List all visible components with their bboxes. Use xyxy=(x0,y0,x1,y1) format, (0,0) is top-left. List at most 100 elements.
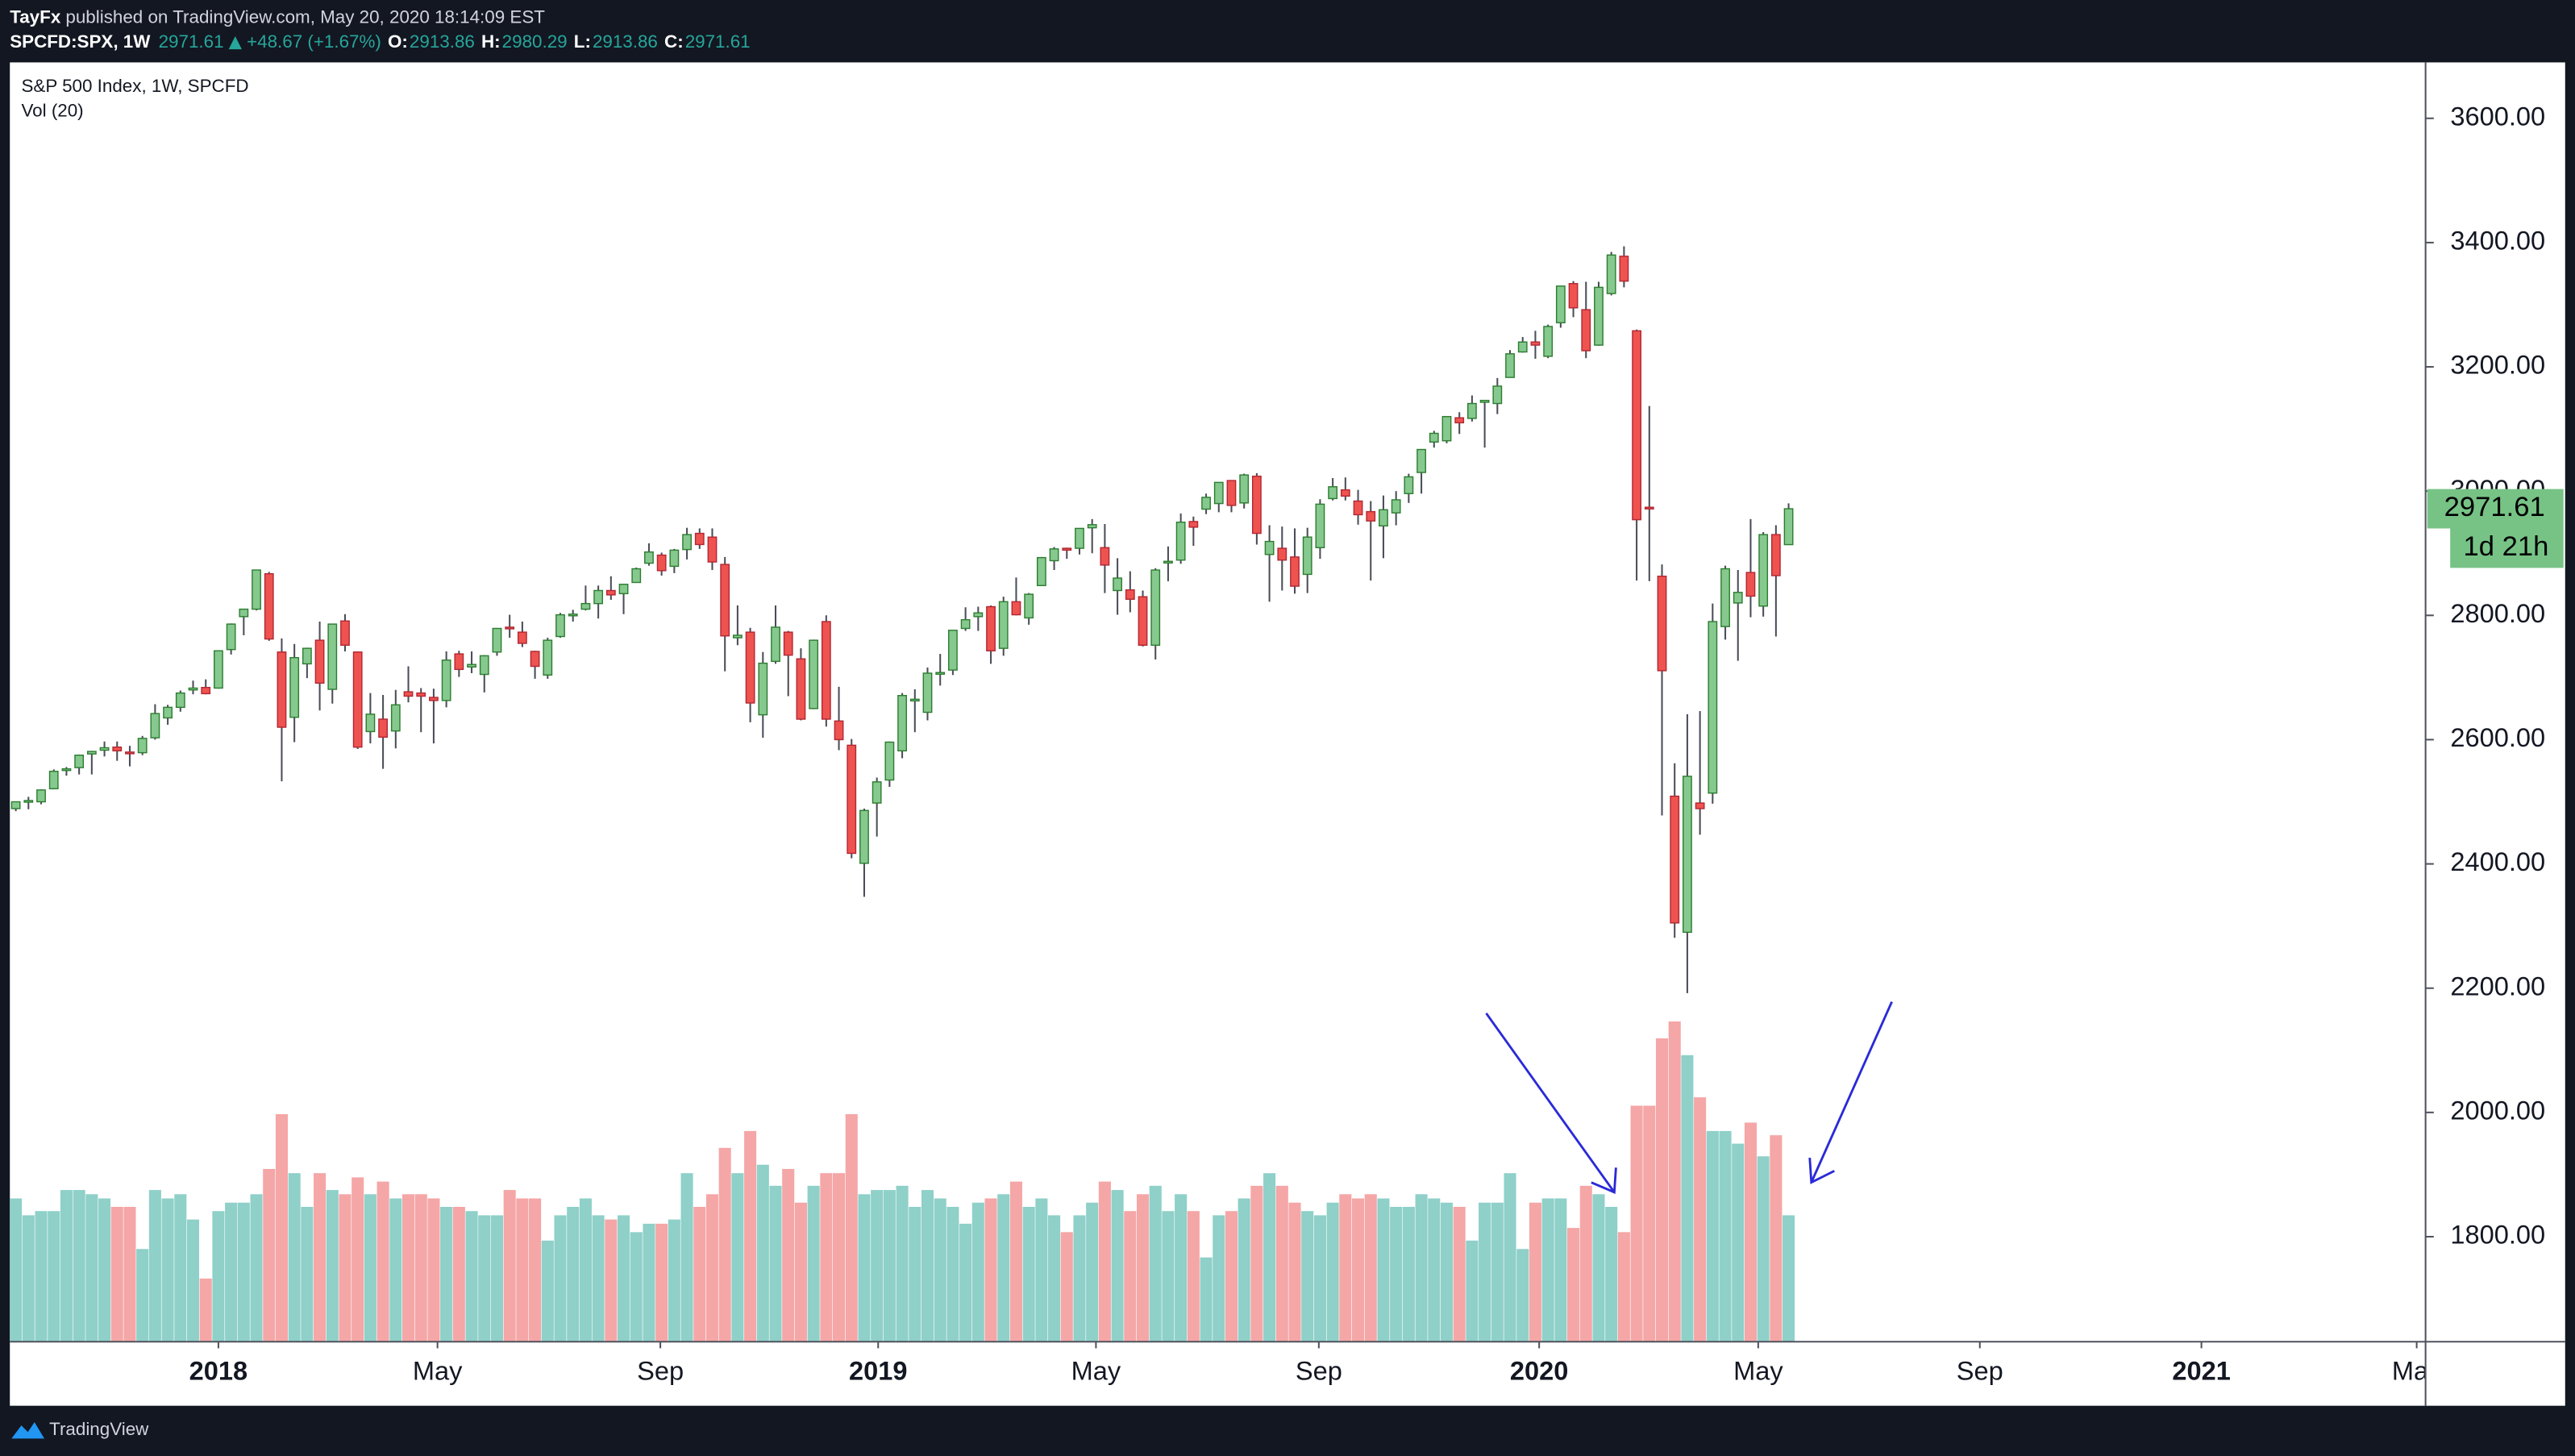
candle-body xyxy=(163,706,173,719)
candle-body xyxy=(834,720,844,741)
annotation-arrow xyxy=(1808,1000,1893,1184)
candle-body xyxy=(1758,534,1769,607)
volume-bar xyxy=(1035,1198,1048,1342)
candle-body xyxy=(758,662,768,716)
volume-bar xyxy=(288,1173,301,1342)
candle-body xyxy=(1479,399,1490,403)
candle-body xyxy=(441,659,451,701)
candle-body xyxy=(897,695,907,752)
y-tick-label: 1800.00 xyxy=(2450,1220,2545,1250)
volume-bar xyxy=(1554,1198,1567,1342)
candle-body xyxy=(1581,309,1591,352)
x-tick-label: 2018 xyxy=(189,1356,248,1386)
volume-bar xyxy=(655,1223,668,1342)
candle-body xyxy=(1226,480,1237,506)
candle-body xyxy=(1555,285,1566,324)
volume-bar xyxy=(909,1206,921,1342)
candle-body xyxy=(998,601,1009,649)
candle-body xyxy=(745,631,755,704)
candle-body xyxy=(1644,506,1654,510)
candle-body xyxy=(771,626,780,663)
volume-bar xyxy=(1529,1202,1541,1342)
y-tick-label: 3200.00 xyxy=(2450,350,2545,380)
candle-body xyxy=(492,627,502,653)
volume-bar xyxy=(48,1211,60,1342)
volume-bar xyxy=(1136,1194,1150,1342)
chart-pane xyxy=(10,62,2565,1406)
volume-bar xyxy=(744,1130,757,1342)
candle-body xyxy=(1251,475,1262,535)
candle-body xyxy=(1454,417,1465,424)
volume-bar xyxy=(554,1215,567,1342)
volume-bar xyxy=(997,1194,1010,1342)
candle-body xyxy=(1087,524,1097,529)
volume-bar xyxy=(1339,1194,1352,1342)
volume-bar xyxy=(883,1190,896,1342)
candle-body xyxy=(214,650,223,689)
volume-bar xyxy=(567,1206,580,1342)
volume-bar xyxy=(1655,1038,1669,1342)
candle-body xyxy=(252,569,261,610)
candle-body xyxy=(86,751,97,755)
volume-bar xyxy=(1073,1215,1086,1342)
volume-bar xyxy=(1428,1198,1441,1342)
volume-bar xyxy=(1390,1206,1403,1342)
volume-bar xyxy=(1491,1202,1504,1342)
volume-bar xyxy=(1250,1185,1263,1342)
candle-body xyxy=(1075,527,1084,549)
volume-bar xyxy=(1275,1185,1288,1342)
volume-bar xyxy=(731,1173,744,1342)
candle-body xyxy=(1036,556,1046,587)
candle-body xyxy=(593,589,604,605)
volume-bar xyxy=(263,1168,276,1342)
volume-bar xyxy=(10,1198,23,1342)
volume-bar xyxy=(490,1215,504,1342)
candle-body xyxy=(909,698,920,702)
volume-bar xyxy=(971,1202,984,1342)
candle-body xyxy=(1429,432,1439,443)
volume-bar xyxy=(110,1206,123,1342)
candle-body xyxy=(1543,326,1554,357)
candle-body xyxy=(1745,572,1756,597)
candle-body xyxy=(656,554,667,572)
candle-body xyxy=(669,549,680,568)
volume-bar xyxy=(769,1185,782,1342)
x-tick-label: May xyxy=(2392,1356,2442,1386)
y-tick-label: 2000.00 xyxy=(2450,1095,2545,1125)
candle-body xyxy=(796,658,806,720)
volume-bar xyxy=(1592,1194,1605,1342)
candle-body xyxy=(1315,503,1325,549)
candle-body xyxy=(150,713,160,738)
header-text: H: xyxy=(481,31,501,52)
volume-bar xyxy=(503,1190,516,1342)
header-text: SPCFD:SPX, 1W xyxy=(10,31,151,52)
volume-bar xyxy=(1086,1202,1099,1342)
candle-body xyxy=(1340,489,1350,497)
volume-bar xyxy=(73,1190,85,1342)
volume-bar xyxy=(250,1194,263,1342)
volume-bar xyxy=(314,1173,327,1342)
volume-bar xyxy=(1579,1185,1592,1342)
volume-bar xyxy=(807,1185,820,1342)
candle-body xyxy=(1175,521,1186,561)
candle-body xyxy=(1492,385,1503,405)
candle-body xyxy=(1201,497,1211,510)
volume-bar xyxy=(1225,1211,1238,1342)
candle-body xyxy=(1150,569,1161,647)
legend-volume: Vol (20) xyxy=(21,100,83,120)
volume-bar xyxy=(1504,1173,1516,1342)
candle-body xyxy=(631,568,642,584)
volume-bar xyxy=(1187,1211,1200,1342)
candle-body xyxy=(1062,547,1072,551)
countdown-box xyxy=(2450,528,2564,568)
candle-body xyxy=(1125,589,1135,600)
volume-bar xyxy=(1605,1206,1618,1342)
volume-bar xyxy=(85,1194,98,1342)
candle-body xyxy=(1670,795,1680,924)
candle-body xyxy=(1379,509,1388,527)
y-tick-label: 3400.00 xyxy=(2450,226,2545,256)
volume-bar xyxy=(1200,1257,1213,1342)
x-tick-label: Sep xyxy=(637,1356,684,1386)
candle-body xyxy=(1049,548,1059,562)
candle-body xyxy=(707,536,718,563)
